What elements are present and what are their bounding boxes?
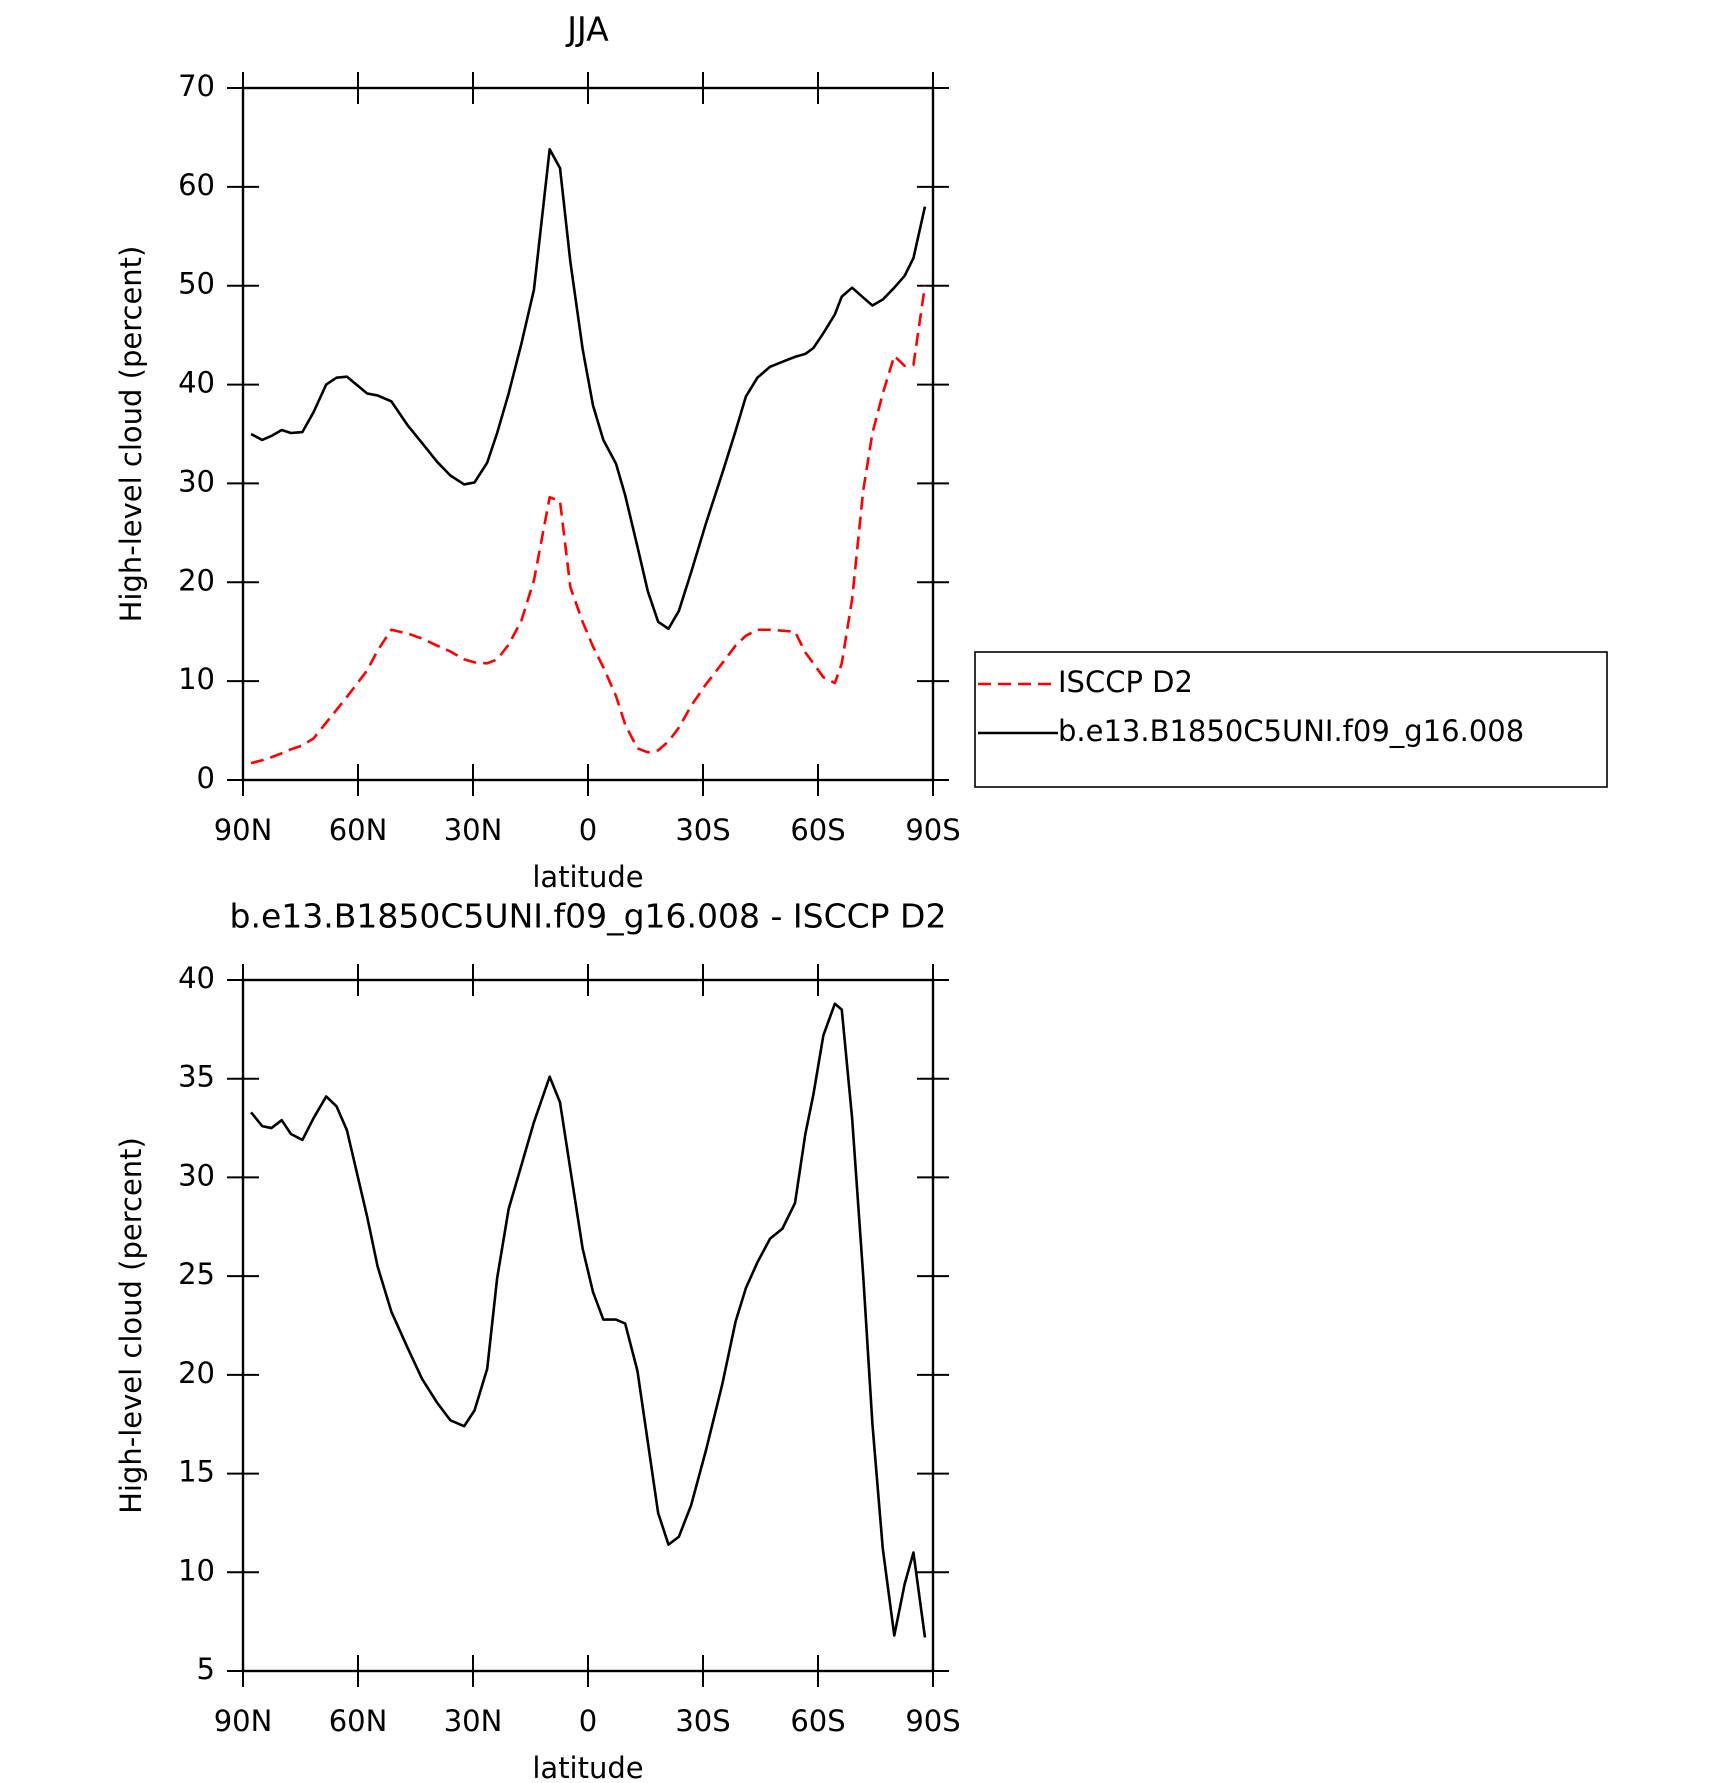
y-tick-label: 10: [178, 662, 215, 696]
x-axis-label: latitude: [532, 1751, 643, 1783]
x-tick-label: 30N: [444, 813, 503, 847]
x-tick-label: 60S: [790, 813, 845, 847]
y-tick-label: 0: [197, 761, 215, 795]
x-tick-label: 90S: [905, 1704, 960, 1738]
y-tick-label: 30: [178, 464, 215, 498]
legend-box: [974, 651, 1608, 788]
x-tick-label: 30S: [675, 813, 730, 847]
legend-label: b.e13.B1850C5UNI.f09_g16.008: [1058, 714, 1524, 748]
y-axis-label: High-level cloud (percent): [114, 1137, 148, 1514]
legend-label: ISCCP D2: [1058, 665, 1193, 699]
y-tick-label: 15: [178, 1455, 215, 1489]
data-line: [250, 285, 927, 765]
y-tick-label: 30: [178, 1158, 215, 1192]
x-tick-label: 30N: [444, 1704, 503, 1738]
y-tick-label: 60: [178, 168, 215, 202]
y-tick-label: 10: [178, 1553, 215, 1587]
y-tick-label: 40: [178, 366, 215, 400]
y-tick-label: 5: [197, 1652, 215, 1686]
x-tick-label: 90N: [214, 813, 273, 847]
plot-frame: [241, 978, 935, 1673]
plot: b.e13.B1850C5UNI.f09_g16.008 - ISCCP D2 l…: [114, 897, 961, 1783]
x-tick-label: 90N: [214, 1704, 273, 1738]
y-tick-label: 25: [178, 1257, 215, 1291]
x-tick-label: 60S: [790, 1704, 845, 1738]
y-tick-label: 50: [178, 267, 215, 301]
x-tick-label: 90S: [905, 813, 960, 847]
x-tick-label: 0: [579, 813, 597, 847]
plot: JJA latitude High-level cloud (percent) 0 10…: [114, 10, 1608, 894]
y-tick-label: 20: [178, 563, 215, 597]
x-tick-label: 60N: [329, 813, 388, 847]
data-line: [250, 147, 927, 631]
y-tick-label: 40: [178, 961, 215, 995]
y-tick-label: 70: [178, 69, 215, 103]
y-axis-label: High-level cloud (percent): [114, 246, 148, 623]
chart-title: b.e13.B1850C5UNI.f09_g16.008 - ISCCP D2: [230, 897, 947, 936]
data-line: [250, 1002, 927, 1638]
x-tick-label: 0: [579, 1704, 597, 1738]
chart-title: JJA: [565, 10, 609, 49]
plot-frame: [241, 86, 935, 782]
x-tick-label: 60N: [329, 1704, 388, 1738]
x-tick-label: 30S: [675, 1704, 730, 1738]
y-tick-label: 35: [178, 1060, 215, 1094]
x-axis-label: latitude: [532, 860, 643, 894]
y-tick-label: 20: [178, 1356, 215, 1390]
legend: ISCCP D2 b.e13.B1850C5UNI.f09_g16.008: [974, 651, 1608, 788]
